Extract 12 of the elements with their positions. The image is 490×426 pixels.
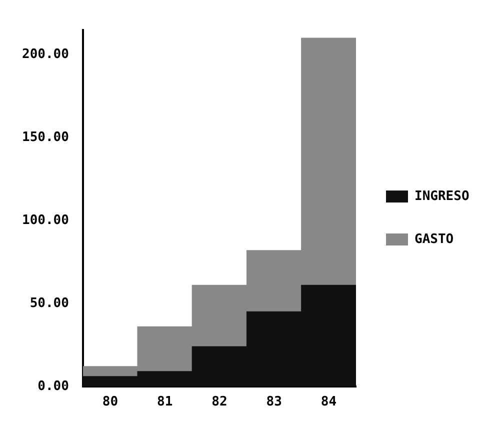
x-tick-label: 81 — [157, 394, 173, 410]
x-tick-label: 80 — [102, 394, 118, 410]
y-tick-label: 100.00 — [22, 212, 70, 228]
x-tick-label: 82 — [212, 394, 228, 410]
y-tick-label: 150.00 — [22, 130, 70, 145]
y-tick-label: 0.00 — [38, 378, 70, 394]
legend-label: GASTO — [414, 232, 454, 247]
y-tick-label: 200.00 — [22, 47, 70, 62]
y-tick-label: 50.00 — [30, 296, 70, 311]
x-tick-label: 83 — [266, 394, 282, 410]
x-tick-label: 84 — [320, 394, 337, 410]
legend-label: INGRESO — [414, 188, 470, 204]
